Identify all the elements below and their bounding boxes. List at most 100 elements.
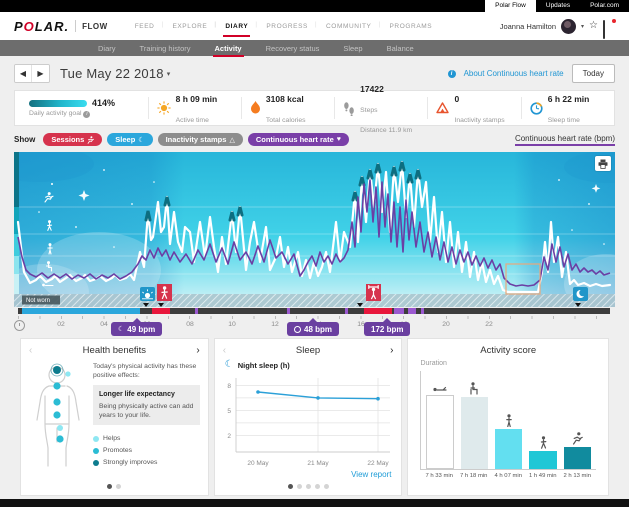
chevron-down-icon[interactable]: ▾ xyxy=(581,23,585,30)
next-day-button[interactable]: ▶ xyxy=(32,65,49,82)
filter-chip[interactable]: Sleep ☾ xyxy=(107,133,153,146)
nav-diary[interactable]: DIARY xyxy=(214,17,257,37)
health-intro: Today's physical activity has these posi… xyxy=(93,363,197,380)
timeline-bar xyxy=(18,308,610,314)
card-title: Activity score xyxy=(480,345,537,356)
inactivity-stat: 0 Inactivity stamps xyxy=(428,88,520,128)
nav-community[interactable]: COMMUNITY xyxy=(315,17,380,35)
score-bar xyxy=(563,447,591,469)
clock-icon xyxy=(14,320,25,331)
legend-dot xyxy=(93,447,99,454)
subnav-diary[interactable]: Diary xyxy=(98,43,116,53)
card-prev-arrow[interactable]: ‹ xyxy=(222,344,227,356)
legend-dot xyxy=(93,435,99,442)
walking-icon xyxy=(540,436,546,449)
moon-icon: ☾ xyxy=(138,136,145,144)
session-walk-icon[interactable] xyxy=(157,284,172,301)
tab-polar-flow[interactable]: Polar Flow xyxy=(485,0,536,12)
moon-icon: ☾ xyxy=(118,326,125,333)
activity-hr-chart-svg: Not worn xyxy=(0,146,629,320)
hour-marks xyxy=(18,316,610,319)
xtick: 21 May xyxy=(307,460,329,467)
main-nav: FEED EXPLORE DIARY PROGRESS COMMUNITY PR… xyxy=(126,17,442,37)
avatar[interactable] xyxy=(561,18,577,34)
filter-chip[interactable]: Inactivity stamps △ xyxy=(157,133,243,146)
daily-activity-chart[interactable]: Not worn xyxy=(0,146,629,320)
score-bar xyxy=(495,429,523,469)
tick-label: 10 xyxy=(228,321,236,328)
lowest-sleep-hr-badge[interactable]: ☾ 49 bpm xyxy=(111,318,163,336)
triangle-icon: △ xyxy=(229,136,235,144)
today-button[interactable]: Today xyxy=(571,64,615,83)
nav-progress[interactable]: PROGRESS xyxy=(255,17,317,35)
steps-stat: 17422 Steps Distance 11.9 km xyxy=(335,78,427,138)
subnav-activity[interactable]: Activity xyxy=(212,41,244,57)
tab-updates[interactable]: Updates xyxy=(545,2,571,9)
tab-polar-com[interactable]: Polar.com xyxy=(590,2,619,9)
prev-day-button[interactable]: ◀ xyxy=(15,65,32,82)
card-next-arrow[interactable]: › xyxy=(390,344,394,356)
info-icon[interactable]: i xyxy=(83,111,91,118)
nav-feed[interactable]: FEED xyxy=(134,23,155,30)
activity-score-card: Activity score Duration 7 h 33 min 7 h 1… xyxy=(407,338,610,496)
daily-activity-goal: 414% Daily activity goal i xyxy=(29,98,116,118)
sleep-segment xyxy=(22,308,140,314)
sitting-zone-icon xyxy=(45,261,53,272)
subnav-recovery-status[interactable]: Recovery status xyxy=(265,43,320,53)
calories-stat: 3108 kcal Total calories xyxy=(242,88,334,128)
tick-label: 22 xyxy=(485,321,493,328)
current-date[interactable]: Tue May 22 2018 xyxy=(60,66,164,81)
session-training-icon[interactable] xyxy=(366,284,381,301)
filter-chip[interactable]: Continuous heart rate ♥ xyxy=(247,133,349,146)
view-report-link[interactable]: View report xyxy=(351,470,392,479)
warning-triangle-icon xyxy=(436,102,450,114)
nav-programs[interactable]: PROGRAMS xyxy=(378,17,441,35)
high-intensity-caps xyxy=(144,161,422,222)
sleep-clock-icon xyxy=(530,101,543,115)
about-chr-link[interactable]: About Continuous heart rate xyxy=(463,69,564,78)
sleep-card: ‹ Sleep › ☾ Night sleep (h) 8 5 2 xyxy=(213,338,403,496)
card-prev-arrow[interactable]: ‹ xyxy=(29,344,33,356)
card-next-arrow[interactable]: › xyxy=(196,344,200,356)
subnav-training-history[interactable]: Training history xyxy=(139,43,191,53)
print-button[interactable] xyxy=(595,156,611,171)
subnav-balance[interactable]: Balance xyxy=(386,43,414,53)
tick-label: 04 xyxy=(100,321,108,328)
subnav-sleep[interactable]: Sleep xyxy=(343,43,363,53)
hr-segment xyxy=(408,308,416,314)
peak-hr-badge[interactable]: 172 bpm xyxy=(364,318,411,336)
marker-triangle xyxy=(143,303,149,307)
activity-score-chart xyxy=(420,371,597,470)
activity-goal-progressbar xyxy=(29,99,87,107)
marker-triangle xyxy=(357,303,363,307)
activity-line xyxy=(16,160,612,294)
pagination-dots[interactable] xyxy=(215,484,402,489)
date-dropdown-icon[interactable]: ▾ xyxy=(166,70,171,78)
score-bar xyxy=(529,451,557,469)
pagination-dots[interactable] xyxy=(21,484,208,489)
favorites-star-icon[interactable]: ☆ xyxy=(589,20,598,31)
nav-explore[interactable]: EXPLORE xyxy=(161,17,216,35)
polar-logo[interactable]: POLAR. xyxy=(14,18,70,34)
flame-icon xyxy=(250,101,260,114)
notifications-icon[interactable] xyxy=(603,18,616,39)
xtick: 22 May xyxy=(367,460,389,467)
daily-summary-card: 414% Daily activity goal i 8 h 09 min Act… xyxy=(14,84,615,134)
sun-icon xyxy=(157,101,171,115)
health-legend: Helps Promotes Strongly improves xyxy=(93,434,200,468)
printer-icon xyxy=(598,159,608,169)
date-nav: ◀ ▶ xyxy=(14,64,50,83)
filter-chip[interactable]: Sessions xyxy=(43,133,103,146)
active-time-stat: 8 h 09 min Active time xyxy=(149,88,241,128)
device-off-outline xyxy=(505,263,541,295)
lying-icon xyxy=(433,386,447,392)
user-box: Joanna Hamilton ▾ ☆ xyxy=(499,18,616,39)
lowest-day-hr-badge[interactable]: 48 bpm xyxy=(287,318,340,336)
top-utility-bar: Polar Flow Updates Polar.com xyxy=(0,0,629,12)
hr-segment xyxy=(394,308,404,314)
stars xyxy=(38,169,605,248)
sitting-icon xyxy=(470,382,479,395)
user-name[interactable]: Joanna Hamilton xyxy=(499,21,557,31)
flow-wordmark: FLOW xyxy=(82,21,108,31)
svg-text:Not worn: Not worn xyxy=(26,298,50,304)
